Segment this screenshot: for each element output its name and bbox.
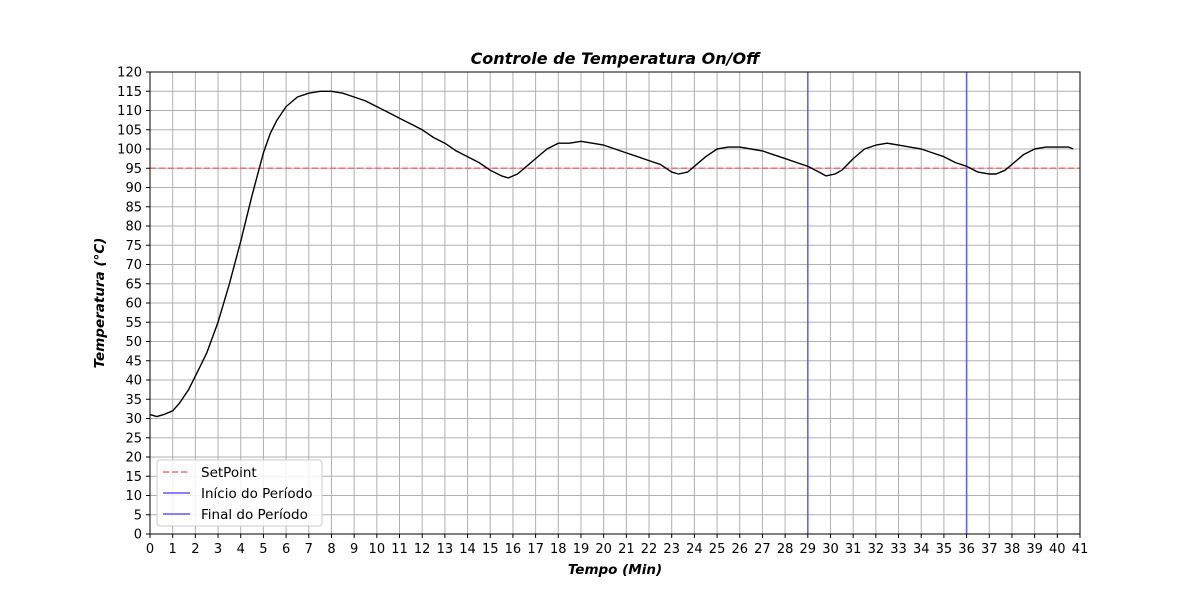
x-tick-label: 31 xyxy=(845,542,862,557)
x-tick-label: 7 xyxy=(305,542,313,557)
x-tick-label: 0 xyxy=(146,542,154,557)
legend-start-label: Início do Período xyxy=(201,486,313,502)
y-tick-label: 90 xyxy=(125,181,142,196)
y-tick-label: 120 xyxy=(117,66,142,81)
x-tick-label: 38 xyxy=(1004,542,1021,557)
x-tick-label: 37 xyxy=(981,542,998,557)
x-tick-label: 41 xyxy=(1072,542,1089,557)
y-tick-label: 75 xyxy=(125,239,142,254)
x-tick-label: 27 xyxy=(754,542,771,557)
y-tick-label: 80 xyxy=(125,220,142,235)
legend: SetPoint Início do Período Final do Perí… xyxy=(156,459,323,527)
y-tick-label: 65 xyxy=(125,277,142,292)
x-tick-label: 1 xyxy=(169,542,177,557)
x-tick-label: 15 xyxy=(482,542,499,557)
y-tick-label: 100 xyxy=(117,143,142,158)
x-tick-label: 8 xyxy=(327,542,335,557)
x-tick-label: 18 xyxy=(550,542,567,557)
y-tick-label: 40 xyxy=(125,374,142,389)
y-tick-label: 50 xyxy=(125,335,142,350)
x-tick-label: 22 xyxy=(641,542,658,557)
x-tick-label: 14 xyxy=(459,542,476,557)
legend-setpoint-label: SetPoint xyxy=(201,465,257,481)
x-tick-label: 4 xyxy=(237,542,245,557)
x-tick-label: 33 xyxy=(890,542,907,557)
x-tick-label: 39 xyxy=(1026,542,1043,557)
y-tick-label: 115 xyxy=(117,85,142,100)
ticks: 0 1 2 3 4 5 6 7 8 9 10 11 12 13 14 15 16 17 18 19 20 21 22 23 24… xyxy=(117,66,1088,558)
grid xyxy=(149,71,1081,535)
x-tick-label: 30 xyxy=(822,542,839,557)
x-tick-label: 21 xyxy=(618,542,635,557)
x-tick-label: 13 xyxy=(437,542,454,557)
x-tick-label: 23 xyxy=(663,542,680,557)
x-tick-label: 36 xyxy=(958,542,975,557)
x-tick-label: 3 xyxy=(214,542,222,557)
y-tick-label: 45 xyxy=(125,354,142,369)
data-series xyxy=(149,72,1080,534)
x-tick-label: 2 xyxy=(191,542,199,557)
y-tick-label: 10 xyxy=(125,489,142,504)
x-tick-label: 28 xyxy=(777,542,794,557)
x-tick-label: 16 xyxy=(505,542,522,557)
y-tick-label: 20 xyxy=(125,451,142,466)
x-tick-label: 29 xyxy=(800,542,817,557)
x-tick-label: 17 xyxy=(527,542,544,557)
legend-end-label: Final do Período xyxy=(201,507,308,523)
legend-box xyxy=(156,459,323,527)
x-tick-label: 11 xyxy=(391,542,408,557)
y-tick-label: 110 xyxy=(117,104,142,119)
temperature-series-line xyxy=(149,90,1074,418)
x-tick-label: 19 xyxy=(573,542,590,557)
x-tick-label: 24 xyxy=(686,542,703,557)
x-tick-label: 34 xyxy=(913,542,930,557)
x-tick-label: 9 xyxy=(350,542,358,557)
y-tick-label: 5 xyxy=(134,508,142,523)
x-tick-label: 25 xyxy=(709,542,726,557)
y-tick-label: 25 xyxy=(125,431,142,446)
x-tick-label: 26 xyxy=(731,542,748,557)
y-axis-title: Temperatura (°C) xyxy=(92,238,108,369)
x-tick-label: 5 xyxy=(259,542,267,557)
y-tick-label: 15 xyxy=(125,470,142,485)
chart-title: Controle de Temperatura On/Off xyxy=(471,49,762,68)
x-tick-label: 12 xyxy=(414,542,431,557)
y-tick-label: 85 xyxy=(125,200,142,215)
y-tick-label: 105 xyxy=(117,123,142,138)
y-tick-label: 35 xyxy=(125,393,142,408)
y-tick-label: 55 xyxy=(125,316,142,331)
y-tick-label: 70 xyxy=(125,258,142,273)
x-tick-label: 32 xyxy=(868,542,885,557)
x-tick-label: 10 xyxy=(369,542,386,557)
y-tick-label: 30 xyxy=(125,412,142,427)
x-tick-label: 35 xyxy=(936,542,953,557)
y-tick-label: 0 xyxy=(134,528,142,543)
y-tick-label: 95 xyxy=(125,162,142,177)
x-tick-label: 20 xyxy=(595,542,612,557)
x-tick-label: 6 xyxy=(282,542,290,557)
y-tick-label: 60 xyxy=(125,297,142,312)
x-axis-title: Tempo (Min) xyxy=(568,562,662,578)
x-tick-label: 40 xyxy=(1049,542,1066,557)
